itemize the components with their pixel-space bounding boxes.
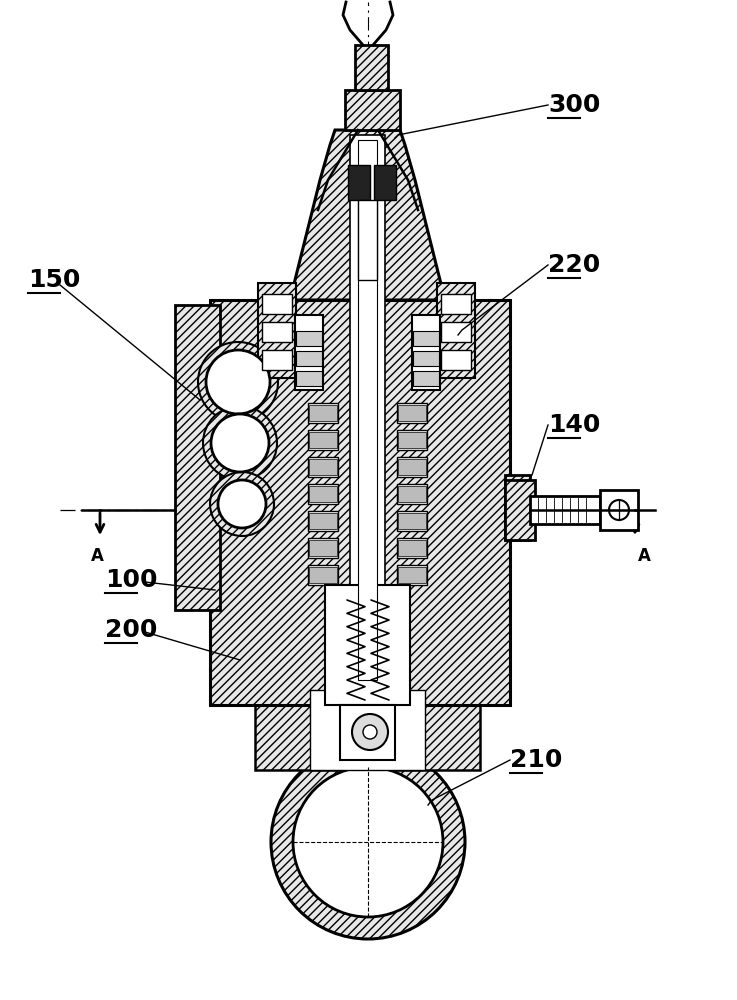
Bar — [309, 405, 337, 421]
Bar — [358, 140, 377, 680]
Bar — [296, 331, 322, 346]
Text: 150: 150 — [28, 268, 80, 292]
Bar — [308, 538, 338, 558]
Bar — [309, 432, 337, 448]
Bar — [308, 457, 338, 477]
Bar — [308, 511, 338, 531]
Bar — [262, 294, 292, 314]
Circle shape — [218, 480, 266, 528]
Circle shape — [211, 414, 269, 472]
Bar — [309, 567, 337, 583]
Bar — [296, 351, 322, 366]
Bar — [398, 567, 426, 583]
Text: A: A — [91, 547, 103, 565]
Bar — [397, 538, 427, 558]
Bar — [398, 486, 426, 502]
Bar — [355, 45, 388, 90]
Bar — [345, 90, 400, 130]
Bar — [398, 432, 426, 448]
Bar — [358, 200, 377, 280]
Bar — [437, 283, 475, 378]
Bar — [310, 690, 425, 770]
Circle shape — [198, 342, 278, 422]
Bar — [255, 690, 480, 770]
Bar — [600, 490, 638, 530]
Text: 300: 300 — [548, 93, 601, 117]
Bar — [412, 315, 440, 390]
Bar — [505, 480, 535, 540]
Text: 100: 100 — [105, 568, 158, 592]
Bar — [397, 457, 427, 477]
Bar — [308, 430, 338, 450]
Bar — [530, 496, 600, 524]
Bar — [397, 565, 427, 585]
Bar — [441, 350, 471, 370]
Bar — [308, 403, 338, 423]
Bar — [175, 305, 220, 610]
Circle shape — [203, 406, 277, 480]
Bar — [340, 705, 395, 760]
Text: 210: 210 — [510, 748, 562, 772]
Bar — [348, 165, 370, 200]
Bar — [398, 405, 426, 421]
Text: 140: 140 — [548, 413, 601, 437]
Bar — [309, 459, 337, 475]
Bar — [308, 565, 338, 585]
Text: A: A — [638, 547, 651, 565]
Bar — [505, 475, 530, 540]
Polygon shape — [290, 130, 445, 300]
Bar — [309, 513, 337, 529]
Circle shape — [271, 745, 465, 939]
Bar — [374, 165, 396, 200]
Bar — [397, 430, 427, 450]
Bar — [413, 331, 439, 346]
Bar — [441, 322, 471, 342]
Bar — [397, 484, 427, 504]
Bar — [210, 300, 510, 705]
Bar — [398, 513, 426, 529]
Bar — [325, 585, 410, 705]
Text: 220: 220 — [548, 253, 600, 277]
Bar — [398, 540, 426, 556]
Bar — [258, 283, 296, 378]
Bar — [262, 350, 292, 370]
Bar — [397, 403, 427, 423]
Bar — [309, 540, 337, 556]
Bar — [398, 459, 426, 475]
Circle shape — [609, 500, 629, 520]
Bar — [441, 294, 471, 314]
Bar — [397, 511, 427, 531]
Circle shape — [352, 714, 388, 750]
Bar — [413, 371, 439, 386]
Bar — [413, 351, 439, 366]
Circle shape — [206, 350, 270, 414]
Bar — [295, 315, 323, 390]
Bar — [350, 135, 385, 690]
Text: 200: 200 — [105, 618, 158, 642]
Circle shape — [363, 725, 377, 739]
Bar — [309, 486, 337, 502]
Bar — [296, 371, 322, 386]
Circle shape — [210, 472, 274, 536]
Circle shape — [293, 767, 443, 917]
Bar — [308, 484, 338, 504]
Bar — [262, 322, 292, 342]
